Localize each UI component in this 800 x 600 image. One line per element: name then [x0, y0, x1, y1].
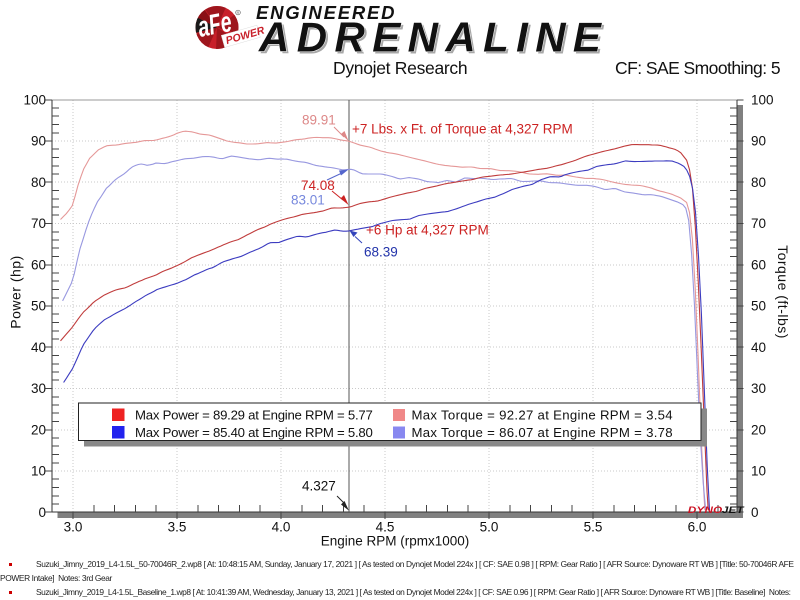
svg-text:60: 60	[31, 257, 46, 272]
svg-text:Torque (ft-lbs): Torque (ft-lbs)	[775, 245, 791, 339]
svg-text:60: 60	[751, 257, 766, 272]
svg-text:70: 70	[751, 216, 766, 231]
svg-text:Engine RPM (rpmx1000): Engine RPM (rpmx1000)	[321, 534, 470, 549]
svg-text:89.91: 89.91	[302, 113, 336, 128]
svg-text:0: 0	[38, 505, 46, 520]
svg-text:6.0: 6.0	[688, 520, 707, 535]
svg-text:100: 100	[23, 92, 46, 107]
svg-text:4.327: 4.327	[302, 479, 336, 494]
svg-text:50: 50	[31, 299, 46, 314]
svg-text:30: 30	[31, 381, 46, 396]
svg-text:Power (hp): Power (hp)	[8, 255, 24, 328]
svg-text:40: 40	[31, 340, 46, 355]
svg-text:Max Torque = 92.27 at Engine R: Max Torque = 92.27 at Engine RPM = 3.54	[412, 408, 673, 423]
svg-text:50: 50	[751, 299, 766, 314]
svg-text:DYNO: DYNO	[688, 505, 723, 516]
svg-text:10: 10	[31, 464, 46, 479]
svg-text:+7 Lbs. x Ft. of Torque at 4,3: +7 Lbs. x Ft. of Torque at 4,327 RPM	[352, 122, 573, 137]
svg-text:5.0: 5.0	[480, 520, 499, 535]
svg-text:83.01: 83.01	[291, 193, 325, 208]
svg-text:80: 80	[31, 175, 46, 190]
svg-text:90: 90	[31, 134, 46, 149]
svg-text:JET: JET	[722, 505, 745, 516]
svg-text:70: 70	[31, 216, 46, 231]
svg-text:20: 20	[31, 422, 46, 437]
svg-text:90: 90	[751, 134, 766, 149]
svg-text:+6 Hp at 4,327 RPM: +6 Hp at 4,327 RPM	[366, 223, 489, 238]
svg-text:ENGINEERED: ENGINEERED	[256, 2, 396, 23]
svg-text:3.5: 3.5	[168, 520, 187, 535]
svg-text:Max Torque = 86.07 at Engine R: Max Torque = 86.07 at Engine RPM = 3.78	[412, 425, 673, 440]
svg-text:30: 30	[751, 381, 766, 396]
svg-text:5.5: 5.5	[584, 520, 603, 535]
svg-text:20: 20	[751, 422, 766, 437]
svg-text:68.39: 68.39	[364, 245, 398, 260]
svg-text:74.08: 74.08	[301, 178, 335, 193]
svg-text:0: 0	[751, 505, 759, 520]
svg-text:10: 10	[751, 464, 766, 479]
svg-text:3.0: 3.0	[64, 520, 83, 535]
svg-text:4.0: 4.0	[272, 520, 291, 535]
svg-text:R: R	[237, 11, 240, 15]
svg-text:Max Power = 89.29 at Engine RP: Max Power = 89.29 at Engine RPM = 5.77	[135, 408, 373, 423]
svg-text:ADRENALINE: ADRENALINE	[260, 16, 610, 59]
svg-text:Max Power = 85.40 at Engine RP: Max Power = 85.40 at Engine RPM = 5.80	[135, 425, 373, 440]
svg-text:40: 40	[751, 340, 766, 355]
svg-text:4.5: 4.5	[376, 520, 395, 535]
svg-text:ADRENALINE: ADRENALINE	[258, 14, 608, 59]
svg-text:80: 80	[751, 175, 766, 190]
svg-text:100: 100	[751, 92, 774, 107]
